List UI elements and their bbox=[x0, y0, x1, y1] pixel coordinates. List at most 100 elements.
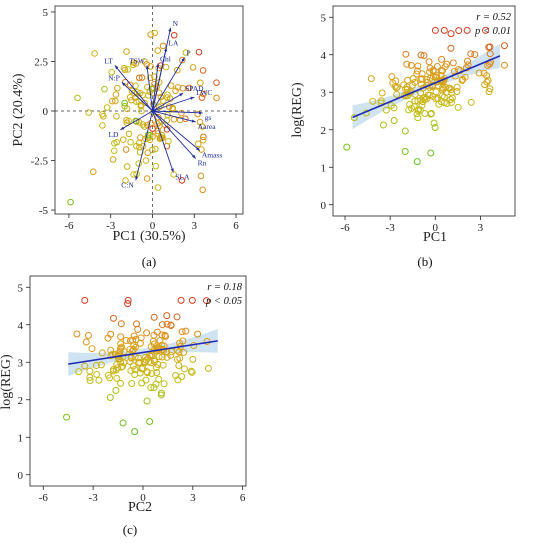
panel-a-loading-vector bbox=[152, 47, 167, 112]
panel-b-point bbox=[471, 51, 479, 59]
panel-b-point bbox=[377, 97, 385, 105]
panel-a-xtick-label: 0 bbox=[150, 220, 156, 232]
panel-a-loading-arrowhead bbox=[179, 93, 184, 97]
panel-a-point bbox=[123, 163, 131, 170]
panel-a-point bbox=[194, 110, 201, 118]
panel-a-point bbox=[174, 66, 181, 74]
panel-a-point bbox=[129, 61, 137, 69]
panel-a-point bbox=[199, 136, 207, 144]
panel-a-point bbox=[141, 99, 149, 107]
panel-a-point bbox=[103, 104, 111, 111]
panel-a-point bbox=[164, 111, 171, 119]
panel-b-point bbox=[500, 42, 508, 50]
panel-a-loading-arrowhead bbox=[156, 63, 160, 68]
panel-a-loading-arrowhead bbox=[190, 96, 195, 100]
panel-b-point bbox=[439, 67, 447, 75]
panel-c-point bbox=[97, 361, 105, 369]
panel-a-loading-arrowhead bbox=[196, 147, 200, 151]
panel-c-point bbox=[151, 345, 159, 353]
panel-b-point bbox=[414, 114, 422, 122]
panel-b-point bbox=[389, 79, 397, 87]
panel-c-stat-p: p < 0.05 bbox=[205, 296, 242, 307]
panel-b-point bbox=[393, 90, 401, 98]
panel-c-point bbox=[117, 333, 125, 341]
panel-c-frame bbox=[29, 275, 247, 487]
panel-b-point bbox=[486, 85, 494, 93]
panel-c-ylabel: log(REG) bbox=[0, 354, 14, 410]
panel-a-point bbox=[164, 91, 171, 98]
panel-b-point bbox=[420, 52, 428, 60]
panel-c-ytick-label: 1 bbox=[18, 432, 24, 444]
panel-c-point bbox=[167, 321, 175, 329]
panel-b-point bbox=[417, 89, 425, 97]
panel-a-point bbox=[199, 67, 207, 74]
panel-c-point bbox=[118, 343, 126, 351]
panel-b-point bbox=[461, 73, 469, 81]
panel-a-loading-label: C:N bbox=[121, 180, 134, 189]
panel-a-point bbox=[124, 66, 132, 73]
panel-c-point bbox=[132, 320, 140, 328]
panel-c-point bbox=[113, 360, 121, 368]
panel-b-point bbox=[415, 105, 423, 113]
panel-b-point bbox=[467, 50, 475, 58]
panel-c-stat-r: r = 0.18 bbox=[207, 282, 243, 293]
panel-c-ytick-label: 3 bbox=[18, 357, 24, 369]
panel-c-point bbox=[138, 379, 146, 387]
panel-b-point bbox=[423, 75, 431, 83]
panel-a-point bbox=[110, 147, 118, 155]
panel-c-point bbox=[158, 353, 166, 361]
panel-c-ytick-label: 4 bbox=[18, 320, 24, 332]
panel-a-point bbox=[147, 31, 154, 38]
panel-b-point bbox=[433, 78, 441, 86]
panel-c-point bbox=[114, 364, 122, 372]
panel-c-point bbox=[150, 340, 158, 348]
panel-c-point bbox=[93, 370, 101, 378]
panel-c-point bbox=[154, 345, 162, 353]
panel-a-point bbox=[74, 94, 81, 102]
panel-b-point bbox=[432, 88, 440, 96]
panel-a-point bbox=[189, 64, 197, 71]
panel-b-point bbox=[486, 50, 494, 58]
panel-a-point bbox=[135, 74, 143, 82]
panel-a-point bbox=[85, 109, 92, 116]
panel-a-ytick-label: 5 bbox=[43, 7, 49, 19]
panel-c-point bbox=[107, 346, 115, 354]
panel-a-point bbox=[182, 49, 190, 56]
panel-c-point bbox=[178, 328, 186, 336]
panel-a-point bbox=[123, 117, 130, 124]
panel-c-fit-line bbox=[68, 340, 218, 365]
panel-b-xtick-label: -3 bbox=[386, 222, 396, 234]
panel-a-loading-arrowhead bbox=[168, 27, 172, 32]
panel-b-point bbox=[430, 119, 438, 127]
panel-a-loading-label: LWC bbox=[196, 88, 212, 97]
panel-a-point bbox=[109, 156, 117, 163]
panel-c-point bbox=[73, 330, 81, 338]
panel-c-point bbox=[81, 362, 89, 370]
panel-a-point bbox=[108, 97, 116, 105]
panel-c-point bbox=[136, 369, 144, 377]
panel-a-point bbox=[144, 149, 152, 157]
panel-c-point bbox=[143, 329, 151, 337]
panel-c-point bbox=[138, 365, 146, 373]
panel-a-loading-label: LA bbox=[168, 39, 179, 48]
panel-a-point bbox=[213, 94, 220, 102]
panel-b-ytick-label: 2 bbox=[321, 125, 327, 137]
panel-c-point bbox=[146, 418, 154, 425]
panel-c-point bbox=[136, 339, 144, 347]
panel-c-xtick-label: -3 bbox=[89, 492, 99, 504]
panel-b-point bbox=[387, 102, 395, 110]
panel-a-point bbox=[121, 99, 128, 107]
panel-a-point bbox=[162, 63, 170, 71]
panel-b-point bbox=[440, 99, 448, 107]
panel-a-loading-label: LT bbox=[104, 56, 113, 65]
panel-c-point bbox=[109, 314, 117, 322]
panel-c-point bbox=[156, 337, 164, 345]
panel-a-point bbox=[159, 97, 167, 104]
panel-a-point bbox=[143, 175, 151, 182]
panel-a-point bbox=[185, 84, 193, 92]
panel-b-stat-r: r = 0.52 bbox=[476, 12, 512, 23]
panel-a-point bbox=[178, 109, 185, 117]
panel-a-loading-arrowhead bbox=[192, 154, 196, 159]
panel-a-point bbox=[142, 157, 150, 164]
panel-c-point bbox=[146, 352, 154, 360]
